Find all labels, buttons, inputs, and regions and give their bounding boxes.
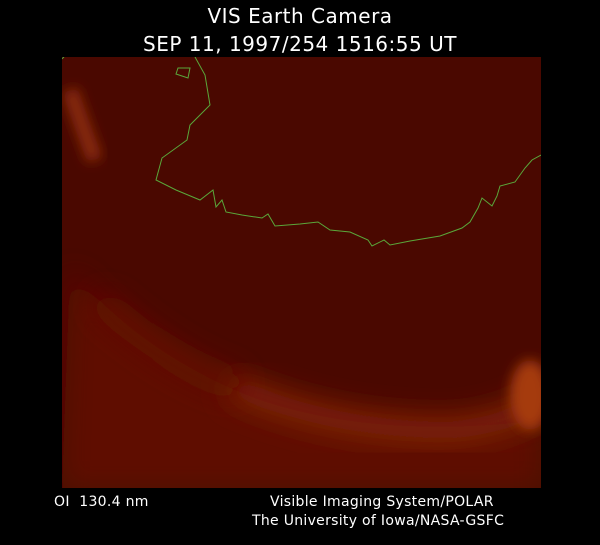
aurora — [62, 87, 541, 488]
timestamp: SEP 11, 1997/254 1516:55 UT — [143, 32, 457, 56]
instrument-label: Visible Imaging System/POLAR — [270, 494, 494, 510]
title: VIS Earth Camera — [207, 4, 393, 28]
coastline — [62, 57, 541, 247]
institution-label: The University of Iowa/NASA-GSFC — [252, 513, 505, 529]
filter-label: OI 130.4 nm — [54, 494, 149, 510]
